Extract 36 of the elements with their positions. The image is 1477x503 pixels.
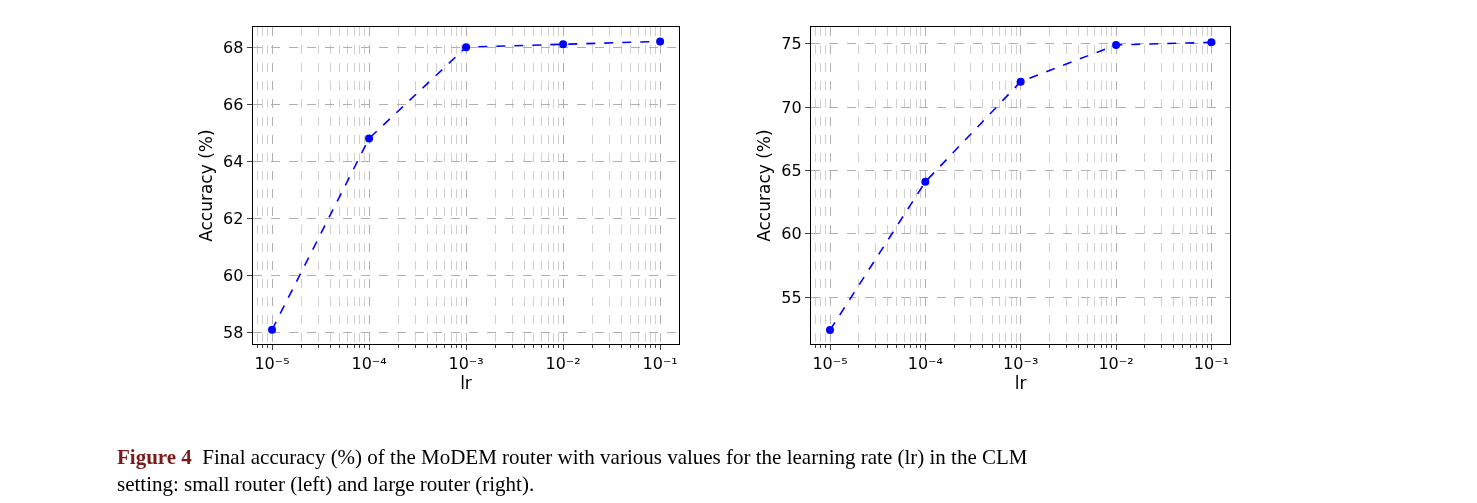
y-tick-label: 66 — [223, 94, 244, 114]
y-tick-label: 62 — [223, 209, 244, 229]
point — [268, 325, 277, 334]
point — [462, 43, 471, 52]
x-tick-label: 10⁻³ — [1003, 354, 1039, 374]
y-tick-label: 75 — [781, 34, 802, 54]
point — [1207, 38, 1216, 47]
y-tick-label: 58 — [223, 323, 244, 343]
y-tick-label: 64 — [223, 151, 244, 171]
y-axis-title: Accuracy (%) — [753, 129, 774, 242]
caption: Figure 4 Final accuracy (%) of the MoDEM router with various values for the learning rate (lr) in the CLM setting: small router (left) and large router (right). — [117, 445, 1028, 497]
point — [365, 134, 374, 143]
y-tick-label: 60 — [223, 266, 244, 286]
point — [1112, 40, 1121, 49]
x-axis-title: lr — [460, 373, 472, 394]
x-tick-label: 10⁻⁴ — [351, 354, 387, 374]
point — [656, 37, 665, 46]
point — [559, 40, 568, 49]
point — [826, 326, 834, 335]
point — [921, 177, 930, 186]
x-tick-label: 10⁻⁵ — [254, 354, 290, 374]
x-tick-label: 10⁻² — [1098, 354, 1134, 374]
x-tick-label: 10⁻⁴ — [907, 354, 943, 374]
x-axis-title: lr — [1014, 373, 1027, 394]
y-axis-title: Accuracy (%) — [195, 129, 216, 242]
y-tick-label: 68 — [223, 37, 244, 57]
y-tick-label: 65 — [781, 160, 802, 180]
x-tick-label: 10⁻² — [545, 354, 581, 374]
point — [1016, 77, 1025, 86]
x-tick-label: 10⁻³ — [448, 354, 484, 374]
y-tick-label: 55 — [781, 287, 802, 307]
y-tick-label: 70 — [781, 97, 802, 117]
x-tick-label: 10⁻¹ — [642, 354, 678, 374]
x-tick-label: 10⁻¹ — [1193, 354, 1230, 374]
y-tick-label: 60 — [781, 224, 802, 244]
x-tick-label: 10⁻⁵ — [812, 354, 848, 374]
